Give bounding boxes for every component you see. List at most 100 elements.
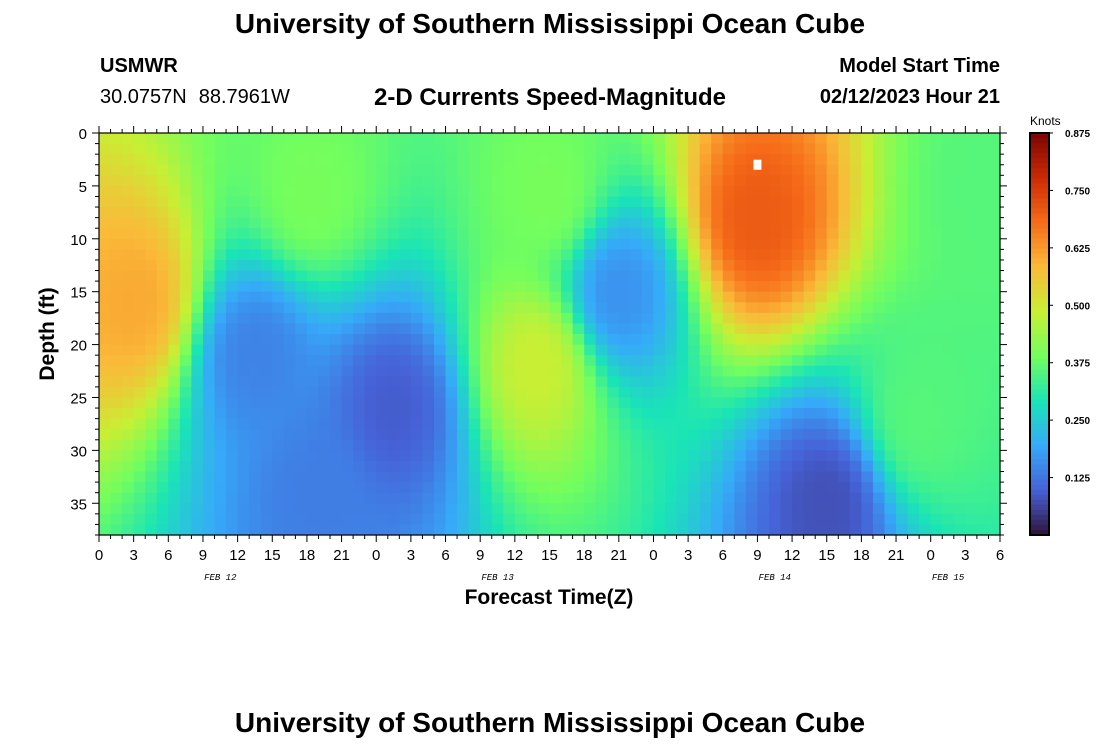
heatmap-cell xyxy=(618,228,631,240)
heatmap-cell xyxy=(641,154,655,166)
heatmap-cell xyxy=(768,281,782,293)
heatmap-cell xyxy=(896,513,909,526)
heatmap-cell xyxy=(480,439,493,451)
heatmap-cell xyxy=(433,408,447,420)
heatmap-cell xyxy=(630,355,643,367)
heatmap-cell xyxy=(353,439,366,451)
heatmap-cell xyxy=(202,513,216,526)
heatmap-cell xyxy=(630,175,643,187)
heatmap-cell xyxy=(930,482,943,494)
heatmap-cell xyxy=(595,196,608,208)
heatmap-cell xyxy=(896,185,909,198)
heatmap-cell xyxy=(711,513,724,526)
heatmap-cell xyxy=(410,228,424,240)
heatmap-cell xyxy=(376,228,389,240)
heatmap-cell xyxy=(815,482,828,494)
colorbar-segment xyxy=(1030,258,1049,265)
heatmap-cell xyxy=(826,196,839,208)
heatmap-cell xyxy=(803,185,816,198)
heatmap-cell xyxy=(399,408,412,420)
heatmap-cell xyxy=(272,492,285,504)
heatmap-cell xyxy=(214,492,227,504)
heatmap-cell xyxy=(745,185,759,198)
heatmap-cell xyxy=(618,429,631,441)
heatmap-cell xyxy=(988,259,1001,272)
heatmap-cell xyxy=(249,492,262,504)
heatmap-cell xyxy=(711,397,724,409)
heatmap-cell xyxy=(618,355,631,367)
heatmap-cell xyxy=(445,207,458,219)
heatmap-cell xyxy=(202,270,216,282)
heatmap-cell xyxy=(422,143,435,155)
heatmap-cell xyxy=(561,185,574,198)
heatmap-cell xyxy=(734,207,747,219)
heatmap-cell xyxy=(433,228,447,240)
heatmap-cell xyxy=(907,133,920,145)
heatmap-cell xyxy=(618,238,631,250)
heatmap-cell xyxy=(665,291,678,303)
heatmap-cell xyxy=(145,281,158,293)
heatmap-cell xyxy=(133,196,146,208)
heatmap-cell xyxy=(353,482,366,494)
heatmap-cell xyxy=(815,185,828,198)
heatmap-cell xyxy=(653,143,666,155)
heatmap-cell xyxy=(919,397,932,409)
heatmap-cell xyxy=(561,460,574,473)
heatmap-cell xyxy=(803,270,816,282)
heatmap-cell xyxy=(110,175,123,187)
heatmap-cell xyxy=(491,376,504,388)
heatmap-cell xyxy=(734,281,747,293)
colorbar-segment xyxy=(1030,404,1049,410)
heatmap-cell xyxy=(272,249,285,261)
heatmap-cell xyxy=(330,291,343,303)
heatmap-cell xyxy=(110,270,123,282)
heatmap-cell xyxy=(838,302,851,314)
heatmap-cell xyxy=(202,302,216,314)
heatmap-cell xyxy=(272,133,285,145)
heatmap-cell xyxy=(618,513,631,526)
heatmap-cell xyxy=(826,386,839,399)
heatmap-cell xyxy=(306,386,320,399)
heatmap-cell xyxy=(226,376,239,388)
heatmap-cell xyxy=(838,524,851,536)
heatmap-cell xyxy=(122,429,135,441)
heatmap-cell xyxy=(988,482,1001,494)
heatmap-cell xyxy=(734,524,747,536)
heatmap-cell xyxy=(572,323,585,335)
heatmap-cell xyxy=(445,365,458,377)
heatmap-cell xyxy=(491,386,504,399)
heatmap-cell xyxy=(907,397,920,409)
heatmap-cell xyxy=(260,503,273,515)
heatmap-cell xyxy=(768,524,782,536)
heatmap-cell xyxy=(561,344,574,356)
heatmap-cell xyxy=(780,196,793,208)
heatmap-cell xyxy=(191,471,204,483)
heatmap-cell xyxy=(480,386,493,399)
heatmap-cell xyxy=(214,249,227,261)
colorbar-segment xyxy=(1030,328,1049,335)
heatmap-cell xyxy=(688,217,701,229)
heatmap-cell xyxy=(641,228,655,240)
heatmap-cell xyxy=(607,365,620,377)
heatmap-cell xyxy=(526,482,539,494)
heatmap-cell xyxy=(214,207,227,219)
heatmap-cell xyxy=(99,334,112,346)
heatmap-cell xyxy=(364,323,377,335)
heatmap-cell xyxy=(630,238,643,250)
heatmap-cell xyxy=(503,355,516,367)
heatmap-cell xyxy=(468,460,481,473)
heatmap-cell xyxy=(641,503,655,515)
heatmap-cell xyxy=(884,344,897,356)
heatmap-cell xyxy=(815,492,828,504)
heatmap-cell xyxy=(618,281,631,293)
heatmap-cell xyxy=(341,312,354,325)
heatmap-cell xyxy=(99,270,112,282)
heatmap-cell xyxy=(514,376,527,388)
heatmap-cell xyxy=(607,302,620,314)
heatmap-cell xyxy=(665,196,678,208)
heatmap-cell xyxy=(607,450,620,462)
heatmap-cell xyxy=(191,302,204,314)
heatmap-cell xyxy=(433,217,447,229)
heatmap-cell xyxy=(306,291,320,303)
heatmap-cell xyxy=(353,217,366,229)
